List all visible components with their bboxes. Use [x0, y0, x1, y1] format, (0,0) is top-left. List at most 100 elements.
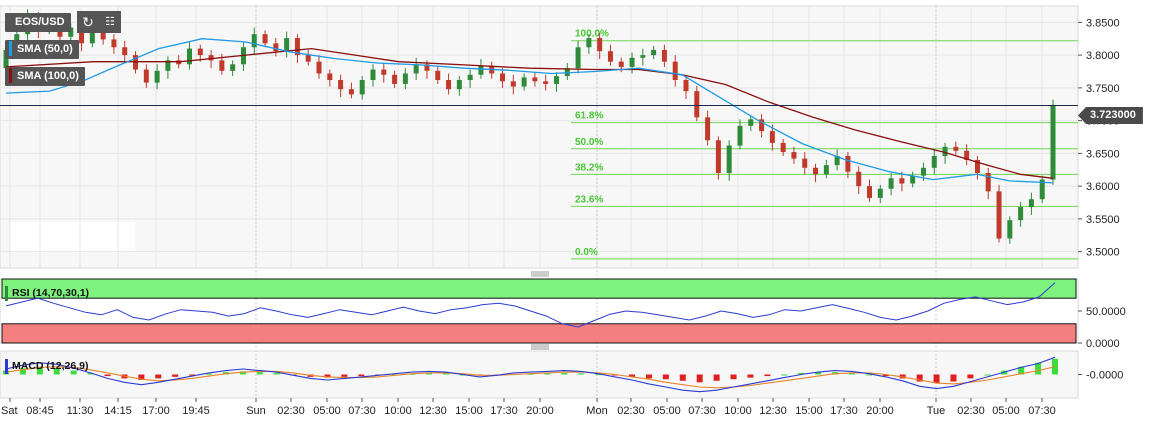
macd-histogram-bar [341, 374, 348, 377]
fib-label: 38.2% [575, 162, 603, 173]
y-tick-label: 3.8000 [1086, 50, 1120, 62]
candle-up [823, 165, 829, 175]
candle-down [100, 30, 106, 40]
macd-histogram-bar [1052, 358, 1058, 375]
rsi-legend[interactable]: RSI (14,70,30,1) [5, 286, 94, 301]
candle-down [996, 191, 1002, 239]
candle-up [89, 30, 95, 44]
fib-label: 61.8% [575, 111, 603, 122]
sma50-legend[interactable]: SMA (50,0) [5, 40, 79, 59]
sma100-legend[interactable]: SMA (100,0) [5, 67, 85, 86]
candle-down [327, 73, 333, 81]
macd-histogram-bar [442, 373, 449, 375]
candle-down [618, 61, 624, 67]
y-tick-label: 3.6500 [1086, 148, 1120, 160]
candle-down [543, 81, 549, 84]
macd-panel-bg [0, 350, 1079, 399]
rsi-overbought-zone [1, 278, 1077, 299]
candle-down [294, 38, 300, 56]
candle-down [705, 117, 711, 141]
x-tick-label: 02:30 [957, 405, 985, 417]
candle-down [813, 167, 819, 175]
candle-up [478, 65, 484, 75]
symbol-label[interactable]: EOS/USD [5, 13, 71, 32]
candle-up [586, 38, 592, 48]
x-tick-label: 05:00 [313, 405, 341, 417]
x-tick-label: 15:00 [455, 405, 483, 417]
macd-histogram-bar [1018, 366, 1025, 375]
candle-up [402, 73, 408, 84]
candle-down [769, 131, 775, 143]
candle-up [521, 77, 527, 87]
x-tick-label: 12:30 [419, 405, 447, 417]
candle-up [553, 76, 559, 84]
candle-up [230, 64, 236, 71]
candle-up [251, 34, 257, 48]
macd-histogram-bar [70, 370, 77, 375]
candle-down [392, 74, 398, 84]
candle-down [964, 150, 970, 160]
candle-up [640, 55, 646, 58]
macd-histogram-bar [679, 374, 686, 381]
candle-down [694, 91, 700, 118]
candle-down [381, 69, 387, 75]
calendar-settings-icon[interactable]: ☷ [99, 11, 121, 33]
candle-down [532, 77, 538, 82]
rsi-oversold-zone [1, 323, 1077, 344]
x-tick-label: Tue [927, 405, 946, 417]
x-tick-label: 19:45 [182, 405, 210, 417]
candle-down [974, 159, 980, 174]
candle-up [456, 80, 462, 90]
candle-down [597, 38, 603, 52]
macd-histogram-bar [189, 374, 196, 376]
macd-histogram-bar [53, 368, 60, 375]
macd-histogram-bar [324, 374, 331, 378]
candle-down [683, 80, 689, 92]
candle-down [197, 48, 203, 56]
blank-note-box [10, 222, 135, 252]
rsi-tick-label: 0.0000 [1086, 338, 1120, 350]
candle-up [920, 167, 926, 176]
sma100-swatch [9, 67, 12, 83]
y-tick-label: 3.5500 [1086, 214, 1120, 226]
x-tick-label: 20:00 [866, 405, 894, 417]
candle-up [748, 119, 754, 126]
x-tick-label: Sun [246, 405, 266, 417]
candle-up [942, 146, 948, 156]
macd-histogram-bar [578, 373, 585, 375]
candle-up [3, 49, 9, 69]
candle-down [985, 173, 991, 192]
x-tick-label: 05:00 [992, 405, 1020, 417]
macd-histogram-bar [239, 371, 246, 375]
macd-histogram-bar [916, 374, 923, 382]
candle-down [759, 119, 765, 132]
macd-legend[interactable]: MACD (12,26,9) [5, 359, 93, 374]
fib-label: 0.0% [575, 247, 598, 258]
candle-up [154, 70, 160, 83]
macd-histogram-bar [882, 374, 889, 377]
candle-up [726, 145, 732, 174]
candle-down [661, 49, 667, 62]
candle-down [208, 55, 214, 61]
macd-histogram-bar [544, 373, 551, 375]
candle-up [651, 49, 657, 56]
x-tick-label: 15:00 [795, 405, 823, 417]
x-tick-label: 10:00 [384, 405, 412, 417]
x-tick-label: 17:00 [142, 405, 170, 417]
candle-up [737, 125, 743, 146]
macd-histogram-bar [865, 374, 872, 376]
candle-down [899, 178, 905, 184]
candle-up [931, 155, 937, 168]
candle-down [500, 73, 506, 82]
sma50-swatch [9, 40, 12, 56]
candle-down [348, 89, 354, 95]
candle-up [1039, 179, 1045, 200]
fib-label: 100.0% [575, 29, 609, 40]
candle-up [877, 188, 883, 198]
candle-up [910, 175, 916, 184]
refresh-icon[interactable]: ↻ [77, 11, 99, 33]
x-tick-label: 20:00 [526, 405, 554, 417]
macd-histogram-bar [425, 372, 432, 375]
macd-histogram-bar [781, 374, 788, 376]
x-tick-label: Mon [586, 405, 607, 417]
